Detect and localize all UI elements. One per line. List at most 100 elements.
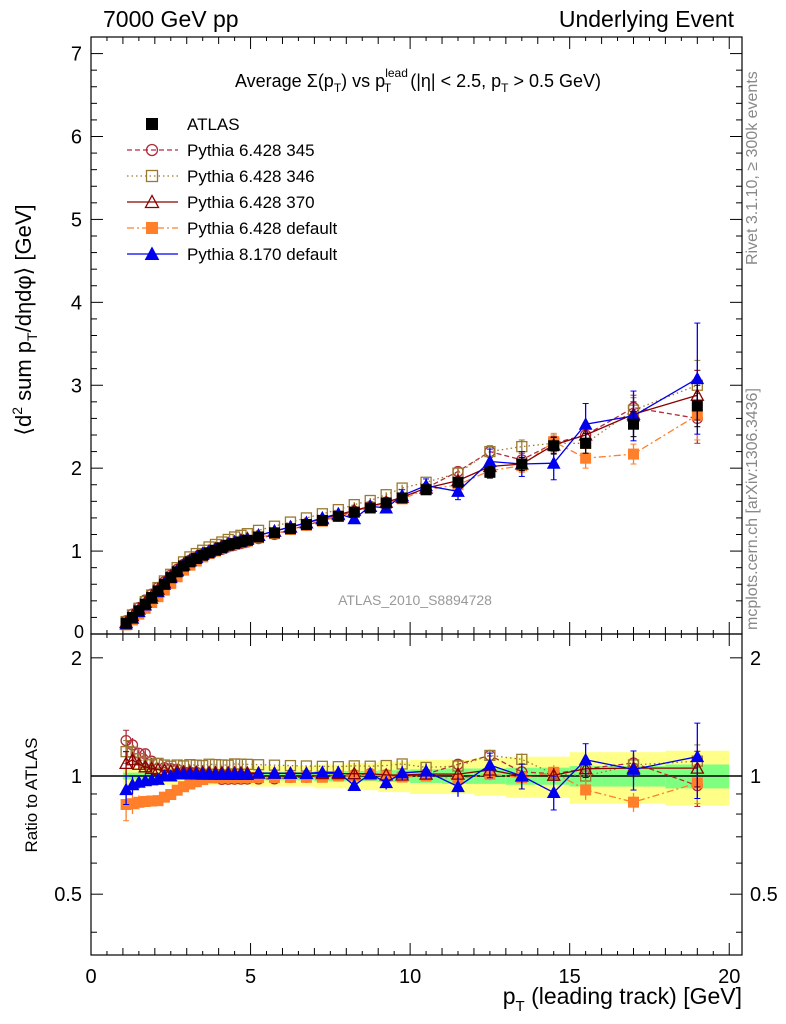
legend-label: ATLAS bbox=[187, 115, 240, 134]
y-tick-label: 3 bbox=[71, 375, 82, 397]
ratio-point bbox=[131, 756, 146, 770]
data-point bbox=[364, 502, 376, 514]
ratio-point bbox=[331, 765, 346, 778]
legend-marker bbox=[145, 143, 159, 157]
ratio-point bbox=[267, 766, 282, 779]
data-point bbox=[158, 578, 170, 590]
y-tick-label: 6 bbox=[71, 127, 82, 149]
legend-marker bbox=[146, 118, 158, 130]
legend-label: Pythia 6.428 346 bbox=[187, 167, 315, 186]
data-point bbox=[516, 440, 528, 453]
series-line bbox=[125, 394, 698, 623]
data-point bbox=[451, 484, 465, 497]
legend-item-atlas: ATLAS bbox=[146, 115, 240, 134]
ratio-point bbox=[152, 757, 164, 770]
legend-marker bbox=[144, 194, 160, 209]
data-point bbox=[396, 492, 408, 504]
legend-marker bbox=[144, 246, 160, 260]
ratio-y-tick-label-right: 2 bbox=[750, 648, 761, 670]
process-label: Underlying Event bbox=[558, 6, 734, 32]
legend-item-p345: Pythia 6.428 345 bbox=[127, 141, 315, 160]
series-atlas bbox=[120, 384, 703, 629]
ratio-point bbox=[138, 759, 153, 773]
legend-label: Pythia 6.428 default bbox=[187, 219, 338, 238]
series-p370 bbox=[119, 369, 705, 629]
x-tick-label: 0 bbox=[85, 966, 96, 988]
y-tick-label: 4 bbox=[71, 292, 82, 314]
ratio-y-tick-label-left: 1 bbox=[71, 766, 82, 788]
x-axis-title: pT (leading track) [GeV] bbox=[503, 983, 742, 1015]
data-point bbox=[139, 598, 151, 610]
data-point bbox=[316, 514, 328, 526]
x-tick-label: 5 bbox=[245, 966, 256, 988]
data-point bbox=[171, 566, 183, 578]
legend-label: Pythia 6.428 345 bbox=[187, 141, 315, 160]
data-point bbox=[253, 531, 265, 543]
legend-item-p370: Pythia 6.428 370 bbox=[127, 193, 315, 212]
data-point bbox=[332, 510, 344, 522]
data-point bbox=[578, 417, 593, 430]
legend-marker bbox=[146, 222, 158, 234]
data-point bbox=[347, 511, 362, 525]
ratio-point bbox=[251, 766, 266, 779]
ratio-point bbox=[315, 765, 330, 778]
ratio-y-axis-title: Ratio to ATLAS bbox=[22, 738, 41, 853]
data-point bbox=[380, 497, 392, 509]
legend-label: Pythia 6.428 370 bbox=[187, 193, 315, 212]
ratio-series-p8 bbox=[119, 722, 705, 811]
data-point bbox=[241, 534, 253, 546]
data-point bbox=[628, 418, 639, 430]
ratio-point bbox=[516, 753, 528, 766]
data-point bbox=[452, 476, 464, 488]
ratio-plot-frame bbox=[90, 633, 743, 956]
data-point bbox=[268, 527, 280, 539]
ratio-point bbox=[125, 752, 140, 766]
data-point bbox=[548, 440, 560, 452]
ratio-point bbox=[483, 757, 497, 771]
data-point bbox=[690, 371, 705, 385]
ratio-point bbox=[578, 752, 593, 766]
ratio-point bbox=[395, 765, 409, 779]
series-line bbox=[125, 406, 698, 622]
ratio-point bbox=[451, 779, 465, 793]
y-tick-label: 0 bbox=[74, 622, 84, 642]
data-point bbox=[146, 592, 158, 604]
data-point bbox=[420, 484, 432, 496]
data-point bbox=[126, 611, 138, 623]
legend-item-pdef: Pythia 6.428 default bbox=[127, 219, 338, 238]
x-tick-label: 20 bbox=[718, 966, 740, 988]
series-line bbox=[125, 384, 698, 623]
data-point bbox=[691, 400, 703, 412]
ratio-point bbox=[283, 766, 298, 779]
ratio-point bbox=[240, 767, 255, 781]
ratio-point bbox=[514, 768, 529, 782]
plot-title: Average Σ(pT) vs plead T (|η| < 2.5, pT >… bbox=[235, 66, 601, 95]
series-line bbox=[125, 378, 698, 625]
data-point bbox=[133, 605, 145, 617]
x-tick-label: 10 bbox=[399, 966, 421, 988]
ratio-point bbox=[419, 764, 433, 777]
ratio-point bbox=[119, 756, 134, 770]
y-tick-label: 7 bbox=[71, 44, 82, 66]
ratio-y-tick-label-right: 1 bbox=[750, 766, 761, 788]
ratio-point bbox=[299, 766, 314, 779]
energy-label: 7000 GeV pp bbox=[103, 6, 239, 32]
data-point bbox=[580, 452, 592, 464]
y-tick-label: 1 bbox=[71, 541, 82, 563]
ratio-point bbox=[347, 778, 362, 792]
ratio-point bbox=[348, 760, 360, 772]
data-point bbox=[165, 572, 177, 584]
legend: ATLAS Pythia 6.428 345 Pythia 6.428 346 Pyt… bbox=[127, 115, 338, 264]
ratio-point bbox=[628, 796, 639, 808]
analysis-watermark: ATLAS_2010_S8894728 bbox=[338, 592, 492, 608]
data-point bbox=[120, 617, 132, 629]
ratio-y-tick-label-left: 0.5 bbox=[54, 884, 82, 906]
y-axis-title: ⟨d2 sum pT/dηdφ⟩ [GeV] bbox=[9, 204, 40, 435]
data-point bbox=[546, 456, 561, 469]
series-p8 bbox=[119, 322, 705, 630]
y-tick-label: 5 bbox=[71, 209, 82, 231]
series-p345 bbox=[120, 393, 703, 627]
ratio-y-tick-label-left: 2 bbox=[71, 648, 82, 670]
y-tick-label: 2 bbox=[71, 458, 82, 480]
